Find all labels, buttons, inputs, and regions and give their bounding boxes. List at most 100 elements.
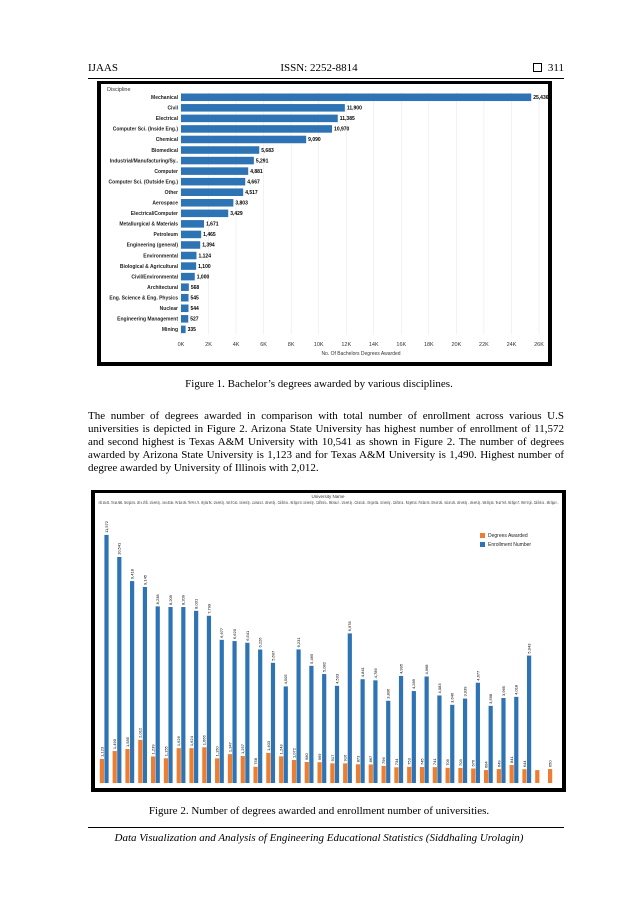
- figure2-degrees-bar: [99, 758, 105, 783]
- figure2-enrollment-bar: [373, 680, 378, 783]
- figure1-x-tick: 8K: [288, 342, 295, 348]
- figure2-degrees-label: 1,626: [176, 735, 181, 746]
- figure2-enrollment-label: 3,646: [450, 692, 455, 703]
- figure2-enrollment-label: 3,939: [462, 686, 467, 697]
- figure2-legend-swatch: [480, 542, 485, 547]
- figure1-bar: [181, 177, 246, 186]
- figure1-x-tick: 2K: [205, 342, 212, 348]
- figure2-degrees-label: 1,490: [112, 738, 117, 749]
- figure2-enrollment-label: 5,943: [526, 643, 531, 654]
- figure2-category-label: The Pen n.. Te..: [188, 500, 200, 505]
- figure2-enrollment-bar: [117, 557, 122, 783]
- figure2-degrees-label: 867: [368, 755, 373, 762]
- figure1-category-label: Nuclear: [160, 306, 178, 312]
- figure2-degrees-label: 1,666: [202, 734, 207, 745]
- figure2-degrees-bar: [240, 756, 245, 783]
- figure2-degrees-bar: [112, 751, 117, 783]
- figure2-enrollment-label: 4,083: [437, 683, 442, 694]
- figure1-category-label: Petroleum: [154, 232, 179, 238]
- figure2-enrollment-label: 6,677: [219, 627, 224, 638]
- figure2-category-label: Geo rgia Ins..: [124, 500, 136, 505]
- figure2-enrollment-bar: [194, 610, 199, 783]
- figure1-bar: [181, 125, 333, 133]
- figure2-category-label: Mic higa n ..: [547, 500, 559, 505]
- figure2-category-label: Uni vers ity ..: [265, 500, 277, 505]
- figure2-chart: University Name Ariz ona St.. 1,123 11,572 T…: [95, 493, 562, 788]
- figure2-degrees-label: 917: [330, 754, 335, 761]
- figure2-enrollment-label: 9,145: [142, 574, 147, 585]
- figure1-value-label: 1,124: [198, 253, 211, 259]
- figure2-enrollment-bar: [258, 649, 263, 783]
- figure2-degrees-bar: [138, 739, 143, 783]
- figure2-enrollment-bar: [360, 679, 365, 783]
- figure2-category-label: Uni vers ity ..: [380, 500, 392, 505]
- figure2-degrees-bar: [445, 767, 450, 783]
- figure2-enrollment-label: 4,841: [360, 666, 365, 677]
- figure1-bar: [181, 241, 201, 249]
- page-number-wrap: 311: [532, 62, 564, 74]
- figure1-value-label: 568: [191, 285, 200, 291]
- figure2-degrees-label: 873: [355, 755, 360, 762]
- figure2-enrollment-bar: [488, 705, 493, 783]
- figure2-degrees-bar: [176, 748, 181, 783]
- figure1-bar: [181, 220, 205, 228]
- figure1-category-label: Computer Sci. (Inside Eng.): [113, 127, 179, 133]
- figure2-degrees-bar: [483, 770, 489, 783]
- figure2-category-label: Uni vers ity ..: [470, 500, 482, 505]
- figure2-degrees-label: 644: [522, 760, 527, 767]
- figure2-category-label: Was hing ton..: [483, 500, 495, 505]
- figure2-degrees-bar: [304, 761, 309, 783]
- figure1-value-label: 10,970: [334, 127, 350, 133]
- figure1-category-label: Electrical/Computer: [131, 211, 178, 217]
- figure2-degrees-label: 841: [509, 756, 514, 763]
- figure2-degrees-bar: [432, 767, 437, 783]
- body-paragraph: The number of degrees awarded in compari…: [88, 410, 564, 474]
- figure2-degrees-label: 1,585: [125, 736, 130, 747]
- figure2-enrollment-label: 4,533: [334, 673, 339, 684]
- figure2-category-label: Iow a St ate..: [163, 500, 175, 505]
- figure1-value-label: 1,465: [203, 232, 216, 238]
- figure2-degrees-label: 649: [496, 760, 501, 767]
- figure2-category-label: Virg inia Tec..: [201, 500, 213, 505]
- figure2-enrollment-label: 3,598: [488, 693, 493, 704]
- figure1-category-label: Other: [165, 190, 178, 196]
- figure2-enrollment-bar: [219, 639, 224, 783]
- figure1-category-label: Engineering (general): [127, 243, 179, 249]
- figure2-degrees-bar: [163, 758, 169, 783]
- figure1-category-label: Biological & Agricultural: [120, 264, 179, 270]
- figure2-category-label: Mic higa n St..: [291, 500, 303, 505]
- figure2-degrees-label: 758: [253, 757, 258, 764]
- figure2-degrees-bar: [253, 766, 258, 783]
- figure2-category-label: Mic higa n T..: [508, 500, 520, 505]
- figure2-category-label: Pur due Uni..: [175, 500, 187, 505]
- figure2-degrees-bar: [522, 769, 527, 783]
- figure2-category-label: Cali forn ia ..: [278, 500, 290, 505]
- figure2-degrees-label: 1,257: [240, 743, 245, 754]
- figure1-bar: [181, 272, 195, 281]
- figure1-value-label: 1,100: [198, 264, 211, 270]
- figure2-category-label: Uni vers ity ..: [457, 500, 469, 505]
- figure1-x-tick: 16K: [396, 342, 406, 348]
- figure1-category-label: Aerospace: [152, 201, 178, 207]
- figure1-bar: [181, 325, 186, 334]
- figure2-enrollment-label: 3,836: [386, 688, 391, 699]
- figure2-enrollment-label: 10,541: [117, 542, 122, 555]
- figure2-enrollment-bar: [514, 696, 519, 783]
- footer-text: Data Visualization and Analysis of Engin…: [114, 832, 524, 844]
- figure2-enrollment-label: 8,031: [194, 598, 199, 609]
- figure2-degrees-bar: [394, 767, 399, 783]
- figure1-category-label: Electrical: [156, 116, 179, 122]
- figure1-bar: [181, 146, 260, 154]
- figure2-enrollment-label: 6,541: [245, 630, 250, 641]
- figure1-x-tick: 22K: [479, 342, 489, 348]
- figure2-category-label: Cali forn ia ..: [534, 500, 546, 505]
- figure2-degrees-bar: [202, 747, 207, 783]
- page-number: 311: [547, 62, 564, 74]
- figure1-value-label: 4,517: [245, 190, 258, 196]
- figure1-bar: [181, 104, 345, 112]
- figure2-category-label: Uni v. of Illi..: [137, 500, 149, 505]
- figure1-x-tick: 12K: [341, 342, 351, 348]
- figure2-degrees-bar: [227, 754, 233, 783]
- figure2-degrees-bar: [419, 767, 425, 783]
- figure1-x-tick: 10K: [314, 342, 324, 348]
